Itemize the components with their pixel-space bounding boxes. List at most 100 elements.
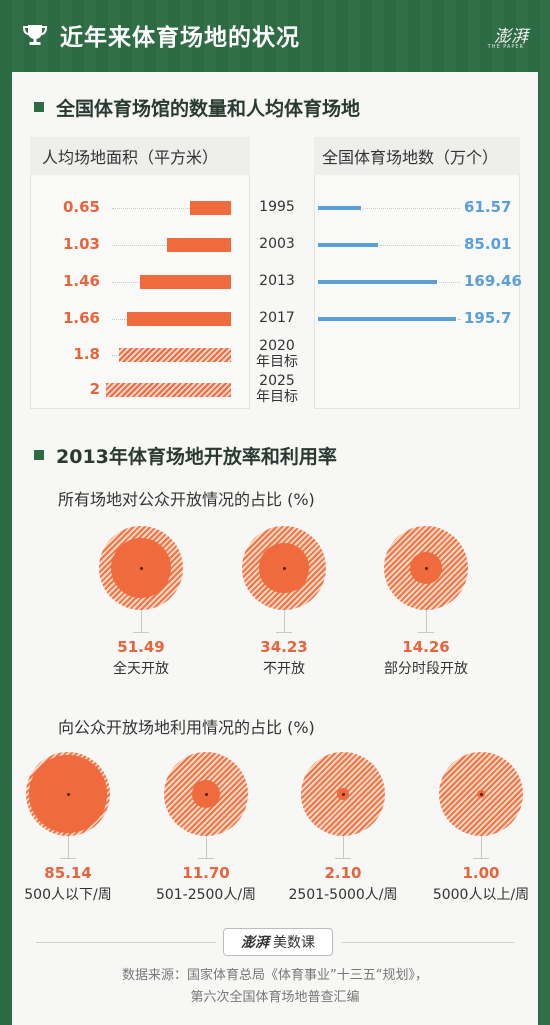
guide-line	[112, 319, 128, 320]
pie-group2-title: 向公众开放场地利用情况的占比 (%)	[58, 718, 315, 737]
area-bar	[166, 238, 231, 252]
year-label: 1995	[247, 199, 307, 215]
pie-category-label: 5000人以上/周	[432, 887, 530, 903]
pie-value-label: 34.23	[260, 638, 308, 656]
area-bar	[127, 312, 231, 326]
area-bar	[106, 383, 231, 397]
year-label-line: 年目标	[256, 389, 298, 405]
pie-center-dot	[424, 566, 428, 570]
pie-leader-line	[481, 836, 482, 858]
pie-leader-cap	[198, 858, 214, 859]
year-label: 2025 年目标	[247, 373, 307, 405]
header: 近年来体育场地的状况 澎湃 THE PAPER	[0, 0, 550, 72]
area-bar	[139, 275, 231, 289]
pie-leader-line	[206, 836, 207, 858]
section2-title: 2013年体育场地开放率和利用率	[56, 446, 337, 468]
guide-line	[112, 355, 119, 356]
count-bar	[318, 280, 438, 284]
footer-brand: 澎湃	[241, 935, 269, 951]
area-value-label: 1.66	[62, 309, 100, 327]
pie-category-label: 全天开放	[113, 661, 169, 677]
guide-line	[439, 282, 460, 283]
pie-category-label: 501-2500人/周	[155, 887, 257, 903]
brand-logo: 澎湃	[494, 27, 528, 47]
footer-divider	[36, 942, 216, 943]
pie-leader-line	[426, 610, 427, 632]
footer-name: 美数课	[273, 935, 315, 951]
year-label: 2003	[247, 236, 307, 252]
trophy-icon	[22, 25, 48, 45]
pie-value-label: 85.14	[44, 864, 92, 882]
area-value-label: 2	[89, 380, 100, 398]
pie-center-dot	[479, 792, 483, 796]
pie-leader-line	[284, 610, 285, 632]
footer-logo: 澎湃 美数课	[223, 928, 333, 956]
count-bar	[318, 206, 362, 210]
pie-value-label: 11.70	[182, 864, 230, 882]
pie-center-dot	[341, 792, 345, 796]
pie-center-dot	[282, 566, 286, 570]
brand-logo-sub: THE PAPER	[487, 44, 524, 50]
year-label-line: 2020	[259, 338, 295, 354]
source-line-1: 数据来源：国家体育总局《体育事业”十三五“规划》，	[122, 968, 428, 983]
source-line-2: 第六次全国体育场地普查汇编	[190, 990, 360, 1005]
year-label: 2013	[247, 273, 307, 289]
year-label: 2020 年目标	[247, 338, 307, 370]
pie-center-dot	[139, 566, 143, 570]
pie-category-label: 500人以下/周	[24, 887, 112, 903]
year-label-line: 1995	[259, 199, 295, 215]
area-value-label: 1.03	[62, 235, 100, 253]
year-label-line: 2003	[259, 236, 295, 252]
area-value-label: 1.46	[62, 272, 100, 290]
pie-leader-line	[68, 836, 69, 858]
area-value-label: 1.8	[73, 345, 100, 363]
year-label-line: 2025	[259, 373, 295, 389]
pie-category-label: 不开放	[263, 661, 305, 677]
pie-value-label: 1.00	[462, 864, 500, 882]
left-chart-frame	[30, 137, 250, 409]
pie-leader-line	[343, 836, 344, 858]
pie-group1-title: 所有场地对公众开放情况的占比 (%)	[58, 490, 315, 509]
guide-line	[379, 245, 460, 246]
year-label-line: 年目标	[256, 354, 298, 370]
footer-divider	[342, 942, 514, 943]
year-label: 2017	[247, 310, 307, 326]
pie-leader-cap	[133, 632, 149, 633]
guide-line	[458, 319, 460, 320]
pie-value-label: 14.26	[402, 638, 450, 656]
pie-leader-cap	[335, 858, 351, 859]
area-value-label: 0.65	[62, 198, 100, 216]
pie-leader-cap	[473, 858, 489, 859]
section1-title: 全国体育场馆的数量和人均体育场地	[56, 98, 361, 120]
pie-center-dot	[204, 792, 208, 796]
pie-leader-cap	[276, 632, 292, 633]
pie-value-label: 2.10	[324, 864, 362, 882]
area-bar	[118, 348, 231, 362]
year-label-line: 2017	[259, 310, 295, 326]
pie-leader-cap	[60, 858, 76, 859]
content-panel: 全国体育场馆的数量和人均体育场地 人均场地面积（平方米） 全国体育场地数（万个）…	[12, 72, 538, 1025]
count-value-label: 169.46	[464, 272, 522, 290]
section-marker	[34, 450, 44, 460]
guide-line	[363, 208, 460, 209]
pie-category-label: 2501-5000人/周	[288, 887, 398, 903]
count-value-label: 195.7	[464, 309, 512, 327]
year-label-line: 2013	[259, 273, 295, 289]
section-marker	[34, 102, 44, 112]
count-value-label: 61.57	[464, 198, 512, 216]
count-bar	[318, 317, 456, 321]
pie-leader-line	[141, 610, 142, 632]
right-chart-frame	[314, 137, 520, 409]
count-bar	[318, 243, 378, 247]
right-chart-header: 全国体育场地数（万个）	[314, 137, 520, 175]
guide-line	[112, 282, 140, 283]
data-source: 数据来源：国家体育总局《体育事业”十三五“规划》， 第六次全国体育场地普查汇编	[12, 965, 538, 1009]
pie-center-dot	[66, 792, 70, 796]
count-value-label: 85.01	[464, 235, 512, 253]
guide-line	[112, 245, 167, 246]
area-bar	[190, 201, 231, 215]
pie-category-label: 部分时段开放	[384, 661, 468, 677]
pie-value-label: 51.49	[117, 638, 165, 656]
pie-leader-cap	[418, 632, 434, 633]
